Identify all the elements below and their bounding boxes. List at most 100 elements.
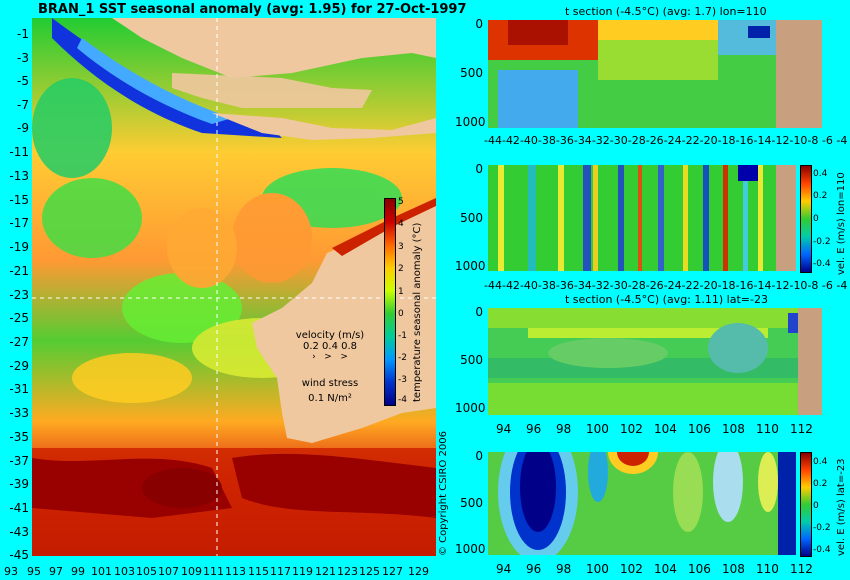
x-tick: -34 bbox=[573, 134, 592, 147]
colorbar-tick: 0 bbox=[813, 214, 819, 224]
lon-tick: 93 bbox=[4, 565, 18, 578]
x-tick: -12 bbox=[771, 279, 790, 292]
x-tick: -36 bbox=[555, 279, 574, 292]
velocity-arrows: › > > bbox=[312, 352, 348, 362]
x-tick: -42 bbox=[501, 134, 520, 147]
x-tick: -34 bbox=[573, 279, 592, 292]
sst-colorbar bbox=[384, 198, 396, 406]
lon-tick: 109 bbox=[181, 565, 202, 578]
x-tick: -40 bbox=[519, 134, 538, 147]
wind-label: wind stress bbox=[301, 378, 359, 389]
y-tick: 500 bbox=[460, 353, 483, 367]
x-tick: -28 bbox=[627, 279, 646, 292]
colorbar-tick: 0 bbox=[813, 501, 819, 511]
colorbar-tick: 0.4 bbox=[813, 169, 828, 179]
y-tick: 500 bbox=[460, 66, 483, 80]
panel1-xaxis: -44-42-40-38-36-34-32-30-28-26-24-22-20-… bbox=[484, 135, 847, 146]
lat-tick: -41 bbox=[9, 501, 29, 515]
y-tick: 1000 bbox=[455, 401, 486, 415]
velocity-label: velocity (m/s) bbox=[295, 330, 365, 341]
x-tick: 94 bbox=[496, 422, 512, 436]
x-tick: -22 bbox=[681, 279, 700, 292]
colorbar-tick: 2 bbox=[398, 264, 404, 274]
velocity-scale: 0.2 0.4 0.8 bbox=[302, 341, 358, 352]
lat-tick: -17 bbox=[9, 216, 29, 230]
x-tick: -10 bbox=[789, 134, 808, 147]
x-tick: -44 bbox=[484, 134, 502, 147]
lat-tick: -11 bbox=[9, 145, 29, 159]
panel1-title: t section (-4.5°C) (avg: 1.7) lon=110 bbox=[565, 5, 767, 18]
x-tick: 96 bbox=[526, 422, 542, 436]
y-tick: 1000 bbox=[455, 115, 486, 129]
colorbar-label: temperature seasonal anomaly (°C) bbox=[412, 222, 423, 402]
wind-legend: wind stress 0.1 N/m² bbox=[290, 378, 370, 404]
colorbar-tick: 0 bbox=[398, 309, 404, 319]
lon-tick: 105 bbox=[136, 565, 157, 578]
x-tick: -18 bbox=[717, 279, 736, 292]
x-tick: 110 bbox=[756, 422, 779, 436]
lon-tick: 107 bbox=[158, 565, 179, 578]
x-tick: 112 bbox=[790, 422, 813, 436]
x-tick: -24 bbox=[663, 134, 682, 147]
x-tick: -30 bbox=[609, 134, 628, 147]
vel-colorbar-1 bbox=[800, 165, 812, 273]
x-tick: 94 bbox=[496, 562, 512, 576]
wind-scale: 0.1 N/m² bbox=[308, 393, 352, 404]
x-tick: 106 bbox=[688, 422, 711, 436]
x-tick: -32 bbox=[591, 134, 610, 147]
x-tick: 112 bbox=[790, 562, 813, 576]
x-tick: -6 bbox=[821, 279, 833, 292]
x-tick: -20 bbox=[699, 134, 718, 147]
lat-tick: -3 bbox=[17, 51, 29, 65]
x-tick: -8 bbox=[807, 279, 819, 292]
x-tick: -24 bbox=[663, 279, 682, 292]
lon-tick: 113 bbox=[225, 565, 246, 578]
colorbar-tick: -0.2 bbox=[813, 523, 831, 533]
x-tick: -40 bbox=[519, 279, 538, 292]
lon-tick: 129 bbox=[408, 565, 429, 578]
x-tick: -28 bbox=[627, 134, 646, 147]
x-tick: 100 bbox=[586, 422, 609, 436]
colorbar-tick: 5 bbox=[398, 197, 404, 207]
lat-tick: -21 bbox=[9, 264, 29, 278]
x-tick: -18 bbox=[717, 134, 736, 147]
colorbar-tick: -1 bbox=[398, 331, 407, 341]
x-tick: 98 bbox=[556, 422, 572, 436]
lat-tick: -25 bbox=[9, 311, 29, 325]
x-tick: 106 bbox=[688, 562, 711, 576]
colorbar-tick: -0.4 bbox=[813, 545, 831, 555]
x-tick: 110 bbox=[756, 562, 779, 576]
lat-tick: -15 bbox=[9, 193, 29, 207]
y-tick: 0 bbox=[475, 305, 483, 319]
lat-tick: -9 bbox=[17, 121, 29, 135]
lon-tick: 97 bbox=[49, 565, 63, 578]
x-tick: -38 bbox=[537, 279, 556, 292]
lat-tick: -23 bbox=[9, 288, 29, 302]
y-tick: 0 bbox=[475, 162, 483, 176]
x-tick: 96 bbox=[526, 562, 542, 576]
x-tick: 108 bbox=[722, 562, 745, 576]
x-tick: 98 bbox=[556, 562, 572, 576]
t-section-lon110 bbox=[488, 20, 822, 128]
x-tick: -6 bbox=[821, 134, 833, 147]
x-tick: -16 bbox=[735, 134, 754, 147]
panel2-xaxis: -44-42-40-38-36-34-32-30-28-26-24-22-20-… bbox=[484, 280, 847, 291]
colorbar-tick: 4 bbox=[398, 219, 404, 229]
lon-tick: 121 bbox=[315, 565, 336, 578]
x-tick: -38 bbox=[537, 134, 556, 147]
velocity-legend: velocity (m/s) 0.2 0.4 0.8 › > > bbox=[290, 330, 370, 362]
map-title: BRAN_1 SST seasonal anomaly (avg: 1.95) … bbox=[38, 2, 467, 17]
colorbar-tick: 0.2 bbox=[813, 191, 828, 201]
x-tick: -20 bbox=[699, 279, 718, 292]
colorbar-tick: -0.4 bbox=[813, 259, 831, 269]
lon-tick: 99 bbox=[71, 565, 85, 578]
lon-tick: 111 bbox=[203, 565, 224, 578]
x-tick: -14 bbox=[753, 279, 772, 292]
x-tick: -26 bbox=[645, 134, 664, 147]
colorbar-tick: 0.2 bbox=[813, 479, 828, 489]
x-tick: -10 bbox=[789, 279, 808, 292]
panel3-title: t section (-4.5°C) (avg: 1.11) lat=-23 bbox=[565, 293, 768, 306]
x-tick: 104 bbox=[654, 422, 677, 436]
lat-tick: -29 bbox=[9, 359, 29, 373]
vel-section-lat-23 bbox=[488, 452, 796, 555]
